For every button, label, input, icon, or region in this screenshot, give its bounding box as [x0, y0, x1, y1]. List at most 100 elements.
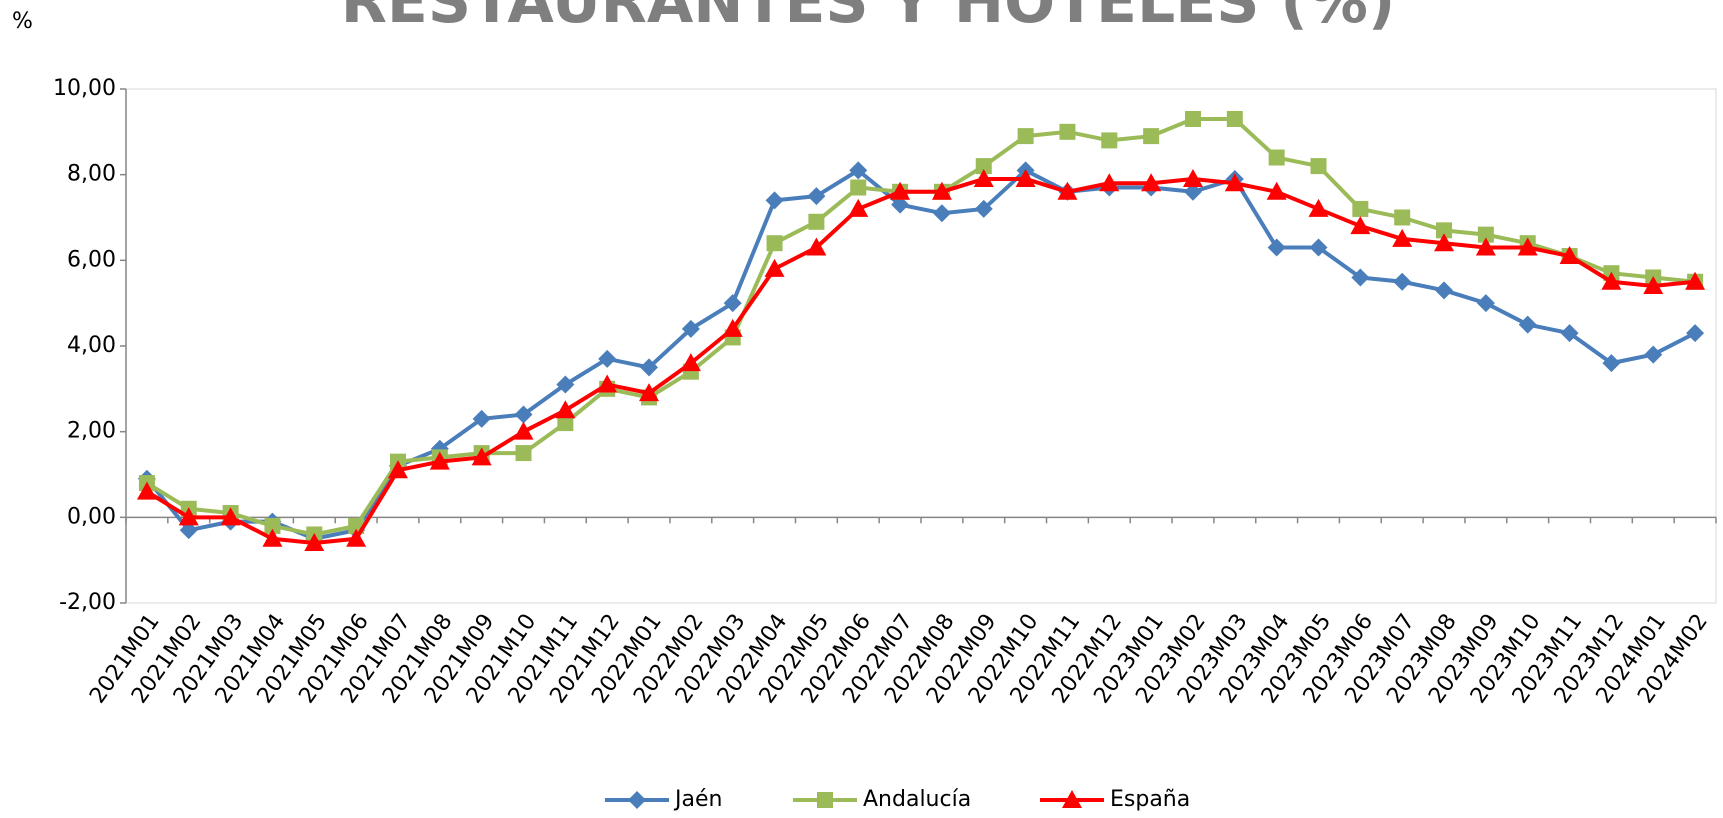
- y-tick-label: 2,00: [67, 419, 116, 444]
- marker: [1601, 271, 1622, 290]
- marker: [932, 204, 951, 223]
- marker: [1602, 354, 1621, 373]
- marker: [1686, 324, 1705, 343]
- legend-marker: [1062, 790, 1082, 808]
- y-tick-label: -2,00: [59, 590, 116, 615]
- marker: [1101, 132, 1118, 149]
- legend-label: Andalucía: [863, 787, 971, 812]
- marker: [304, 533, 325, 552]
- marker: [136, 481, 157, 500]
- marker: [1434, 233, 1455, 252]
- marker: [387, 460, 408, 479]
- marker: [639, 383, 660, 402]
- marker: [1392, 228, 1413, 247]
- marker: [808, 213, 825, 230]
- marker: [1059, 123, 1076, 140]
- marker: [1435, 281, 1454, 300]
- marker: [264, 517, 281, 534]
- series-line: [145, 116, 1696, 537]
- marker: [722, 318, 743, 337]
- marker: [472, 409, 491, 428]
- marker: [262, 528, 283, 547]
- marker: [1224, 173, 1245, 192]
- marker: [975, 158, 992, 175]
- marker: [1226, 110, 1243, 127]
- marker: [1184, 110, 1201, 127]
- marker: [179, 521, 198, 540]
- marker: [515, 445, 532, 462]
- marker: [1266, 181, 1287, 200]
- marker: [1477, 226, 1494, 243]
- marker: [1099, 173, 1120, 192]
- marker: [1309, 238, 1328, 257]
- legend-label: España: [1110, 787, 1190, 812]
- marker: [850, 179, 867, 196]
- legend-item: Andalucía: [793, 787, 971, 812]
- marker: [681, 319, 700, 338]
- marker: [471, 447, 492, 466]
- marker: [931, 181, 952, 200]
- marker: [807, 187, 826, 206]
- marker: [1141, 173, 1162, 192]
- marker: [1476, 294, 1495, 313]
- marker: [1267, 238, 1286, 257]
- marker: [1308, 198, 1329, 217]
- marker: [1350, 216, 1371, 235]
- marker: [806, 237, 827, 256]
- marker: [1393, 272, 1412, 291]
- marker: [764, 258, 785, 277]
- marker: [555, 400, 576, 419]
- series-line: [145, 168, 1696, 541]
- marker: [557, 415, 574, 432]
- marker: [1436, 222, 1453, 239]
- marker: [1057, 181, 1078, 200]
- marker: [891, 195, 910, 214]
- marker: [514, 405, 533, 424]
- marker: [1310, 158, 1327, 175]
- marker: [1643, 276, 1664, 295]
- marker: [1517, 237, 1538, 256]
- y-tick-label: 0,00: [67, 504, 116, 529]
- marker: [849, 161, 868, 180]
- marker: [680, 353, 701, 372]
- y-tick-label: 10,00: [53, 76, 116, 101]
- marker: [1352, 200, 1369, 217]
- marker: [556, 375, 575, 394]
- marker: [1351, 268, 1370, 287]
- marker: [1182, 168, 1203, 187]
- legend-item: España: [1040, 787, 1190, 812]
- marker: [1685, 271, 1706, 290]
- marker: [723, 294, 742, 313]
- marker: [1017, 128, 1034, 145]
- series-line: [145, 176, 1696, 546]
- marker: [178, 507, 199, 526]
- marker: [766, 235, 783, 252]
- marker: [640, 358, 659, 377]
- marker: [1143, 128, 1160, 145]
- legend-item: Jaén: [605, 787, 722, 812]
- marker: [597, 374, 618, 393]
- marker: [1518, 315, 1537, 334]
- marker: [890, 181, 911, 200]
- marker: [974, 199, 993, 218]
- marker: [598, 349, 617, 368]
- marker: [513, 421, 534, 440]
- marker: [346, 528, 367, 547]
- legend-marker: [628, 791, 646, 809]
- y-tick-label: 8,00: [67, 162, 116, 187]
- marker: [1644, 345, 1663, 364]
- marker: [220, 507, 241, 526]
- marker: [1015, 168, 1036, 187]
- y-tick-label: 4,00: [67, 333, 116, 358]
- chart-title: RESTAURANTES Y HOTELES (%): [341, 0, 1396, 37]
- y-tick-label: 6,00: [67, 247, 116, 272]
- marker: [1559, 246, 1580, 265]
- marker: [1268, 149, 1285, 166]
- y-axis-label: %: [12, 9, 33, 34]
- marker: [1183, 182, 1202, 201]
- marker: [1475, 237, 1496, 256]
- legend-label: Jaén: [673, 787, 722, 812]
- marker: [973, 168, 994, 187]
